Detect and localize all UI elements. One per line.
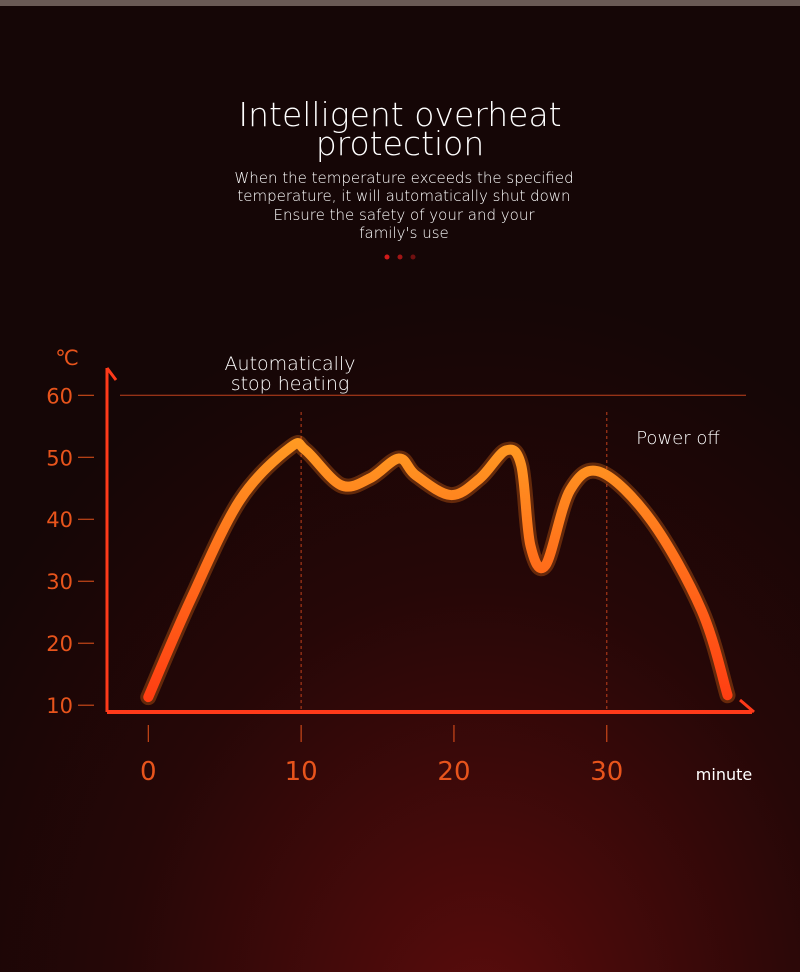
subtitle-line: Ensure the safety of your and your [273, 206, 535, 224]
y-tick-label: 60 [46, 384, 73, 408]
dots [384, 254, 416, 260]
title-line: Intelligent overheat [238, 95, 561, 134]
x-tick-label: 0 [140, 757, 157, 787]
subtitle-line: family's use [359, 224, 449, 242]
subtitle-line: When the temperature exceeds the specifi… [234, 169, 573, 187]
y-tick-label: 20 [46, 632, 73, 656]
annotation: Power off [636, 428, 720, 449]
annotation: stop heating [231, 373, 350, 395]
dot [397, 254, 403, 260]
x-label: minute [696, 765, 752, 784]
x-tick-label: 10 [285, 757, 318, 787]
subtitle-line: temperature, it will automatically shut … [237, 187, 570, 205]
y-tick-label: 10 [46, 694, 73, 718]
y-tick-label: 40 [46, 508, 73, 532]
y-tick-label: 50 [46, 446, 73, 470]
axis-arrows [105, 367, 755, 714]
dot [410, 254, 416, 260]
subtitle: When the temperature exceeds the specifi… [234, 169, 573, 242]
temperature-line [143, 438, 733, 703]
title-line: protection [316, 124, 485, 163]
x-tick-label: 20 [437, 757, 470, 787]
x-tick-label: 30 [590, 757, 623, 787]
y-unit: ℃ [55, 346, 79, 370]
y-tick-label: 30 [46, 570, 73, 594]
dot [384, 254, 390, 260]
annotation: Automatically [225, 353, 356, 375]
top-strip [0, 0, 800, 6]
